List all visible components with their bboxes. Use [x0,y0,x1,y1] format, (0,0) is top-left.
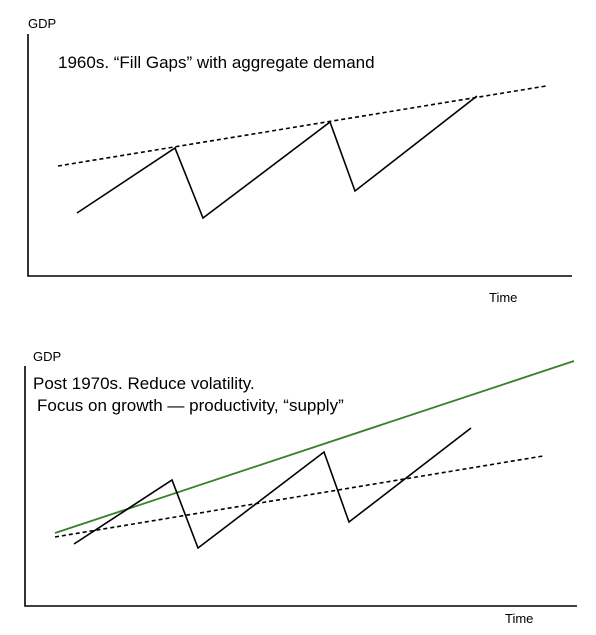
bottom-y-axis-label: GDP [33,349,62,364]
bottom-axes [24,366,577,607]
bottom-cycle-line [73,427,472,550]
top-x-axis-label: Time [489,290,518,305]
bottom-caption-line1: Post 1970s. Reduce volatility. [33,374,255,393]
top-y-axis-label: GDP [28,16,57,31]
bottom-growth-trend-line [54,360,575,534]
bottom-x-axis-label: Time [505,611,534,626]
top-cycle-line [76,95,478,220]
bottom-caption-line2: Focus on growth — productivity, “supply” [37,396,344,415]
bottom-trend-dotted-line [54,455,544,538]
top-axes [27,34,572,277]
top-caption: 1960s. “Fill Gaps” with aggregate demand [58,53,375,72]
top-trend-dotted-line [57,85,547,167]
